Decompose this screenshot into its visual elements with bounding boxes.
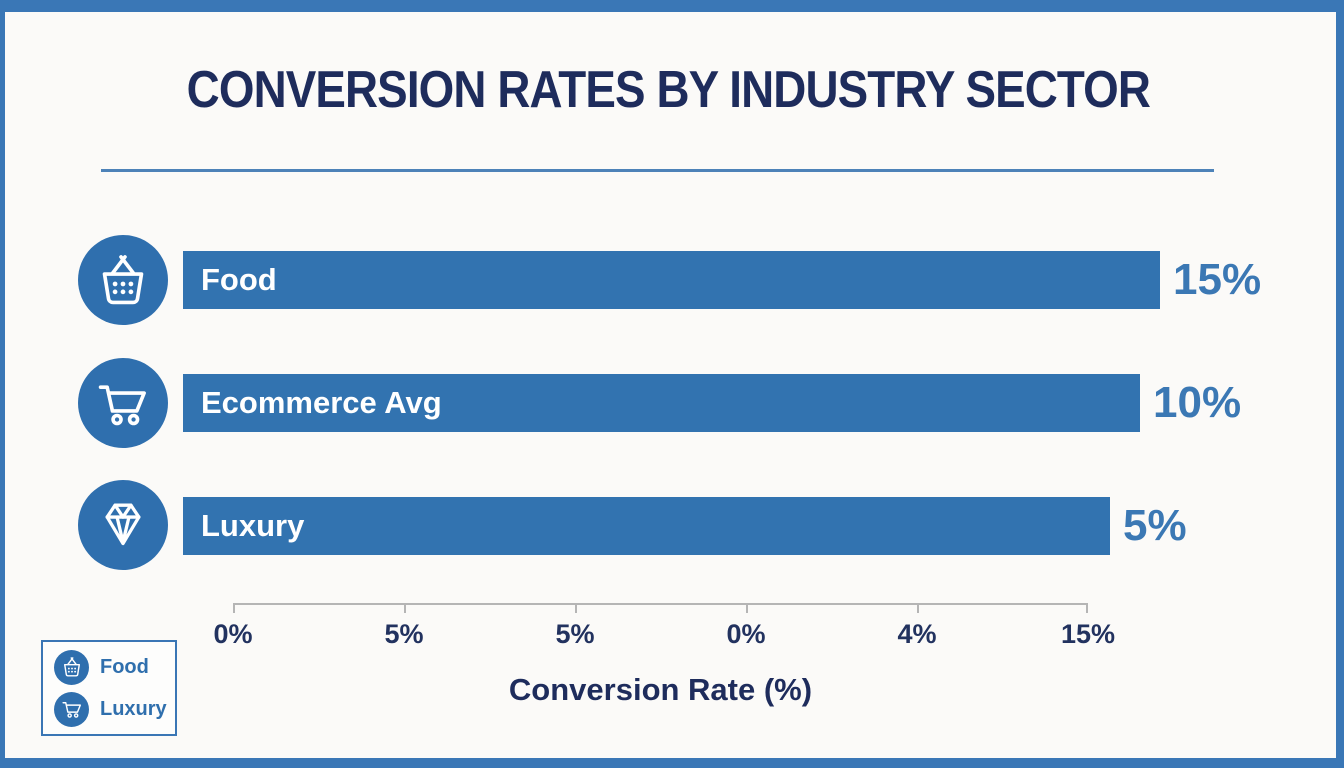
x-tick-label: 0% <box>726 619 766 649</box>
bar-label-ecommerce-avg: Ecommerce Avg <box>201 385 442 420</box>
x-axis-tick <box>575 603 577 613</box>
x-axis-line <box>233 603 1088 605</box>
legend-label-food: Food <box>100 655 149 678</box>
basket-icon <box>78 235 168 325</box>
x-axis-tick <box>233 603 235 613</box>
title-divider <box>101 169 1214 172</box>
x-axis-tick <box>404 603 406 613</box>
value-label-luxury: 5% <box>1123 501 1187 550</box>
value-label-food: 15% <box>1173 255 1262 304</box>
cart-icon <box>54 691 89 727</box>
value-label-ecommerce-avg: 10% <box>1153 378 1242 427</box>
x-axis-title: Conversion Rate (%) <box>508 672 813 707</box>
bar-luxury: Luxury <box>183 497 1110 555</box>
cart-icon-glyph <box>59 696 85 722</box>
legend-box: Food Luxury <box>41 640 177 736</box>
chart-title: CONVERSION RATES BY INDUSTRY SECTOR <box>5 60 1332 120</box>
cart-icon-glyph <box>90 370 156 436</box>
chart-title-text: CONVERSION RATES BY INDUSTRY SECTOR <box>186 61 1151 119</box>
x-tick-label: 15% <box>1060 619 1116 649</box>
basket-icon <box>54 649 89 685</box>
x-axis-tick <box>1086 603 1088 613</box>
bar-food: Food <box>183 251 1160 309</box>
legend-item-food: Food <box>54 649 175 685</box>
x-axis-tick <box>746 603 748 613</box>
legend-label-luxury: Luxury <box>100 697 167 720</box>
bar-ecommerce-avg: Ecommerce Avg <box>183 374 1140 432</box>
bar-label-food: Food <box>201 262 277 297</box>
x-axis-tick <box>917 603 919 613</box>
bar-label-luxury: Luxury <box>201 508 305 543</box>
x-tick-label: 5% <box>384 619 424 649</box>
x-tick-label: 5% <box>555 619 595 649</box>
x-axis: 0% 5% 5% 0% 4% 15% <box>213 603 1115 649</box>
cart-icon <box>78 358 168 448</box>
basket-icon-glyph <box>59 654 85 680</box>
x-tick-label: 0% <box>213 619 253 649</box>
diamond-icon-glyph <box>90 492 156 558</box>
legend-item-luxury: Luxury <box>54 691 175 727</box>
x-tick-label: 4% <box>897 619 937 649</box>
basket-icon-glyph <box>90 247 156 313</box>
diamond-icon <box>78 480 168 570</box>
